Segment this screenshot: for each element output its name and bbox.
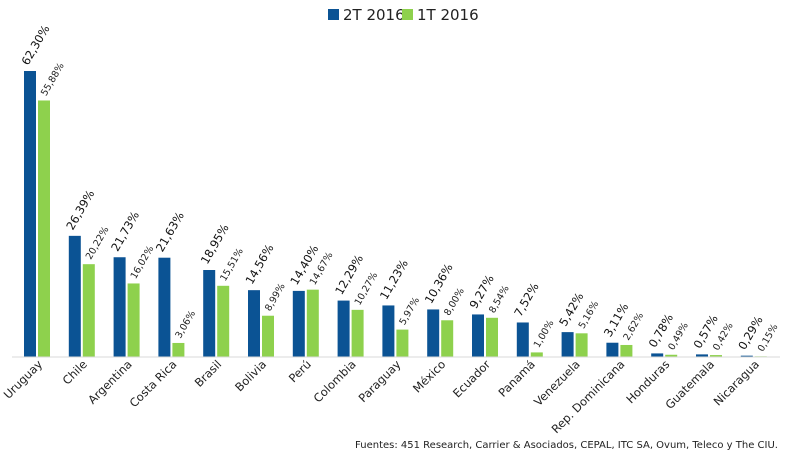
data-label-2t: 14,56% — [242, 242, 276, 287]
bar-1t-2016 — [127, 283, 140, 357]
bar-1t-2016 — [710, 355, 722, 357]
bar-2t-2016 — [337, 300, 350, 357]
source-note: Fuentes: 451 Research, Carrier & Asociad… — [355, 440, 778, 451]
bar-1t-2016 — [262, 315, 274, 357]
bar-1t-2016 — [306, 289, 319, 357]
data-label-1t: 3,06% — [173, 309, 198, 341]
data-label-2t: 21,73% — [108, 209, 142, 254]
bar-2t-2016 — [113, 257, 126, 357]
bar-2t-2016 — [24, 71, 36, 357]
bar-1t-2016 — [620, 344, 633, 357]
legend-swatch-1t — [402, 9, 413, 20]
bar-1t-2016 — [575, 333, 588, 357]
bar-2t-2016 — [248, 290, 260, 357]
x-tick-label: Guatemala — [662, 357, 717, 412]
legend-label-1t: 1T 2016 — [417, 6, 479, 24]
legend: 2T 2016 1T 2016 — [328, 6, 479, 24]
bar-1t-2016 — [530, 352, 543, 357]
bar-1t-2016 — [441, 320, 454, 357]
bar-2t-2016 — [382, 305, 395, 357]
bar-2t-2016 — [158, 257, 171, 357]
data-label-1t: 10,27% — [353, 270, 381, 307]
data-label-2t: 18,95% — [198, 221, 232, 266]
x-tick-label: Bolivia — [232, 357, 269, 394]
bar-2t-2016 — [203, 270, 216, 357]
legend-item-2t: 2T 2016 — [328, 6, 405, 24]
data-label-1t: 8,99% — [263, 282, 288, 314]
data-label-1t: 16,02% — [129, 244, 157, 281]
bar-1t-2016 — [217, 285, 230, 357]
legend-label-2t: 2T 2016 — [343, 6, 405, 24]
bar-2t-2016 — [651, 353, 664, 357]
bar-1t-2016 — [172, 342, 185, 357]
x-tick-label: Costa Rica — [127, 357, 180, 410]
legend-item-1t: 1T 2016 — [402, 6, 479, 24]
x-tick-label: Ecuador — [450, 357, 493, 400]
bar-2t-2016 — [696, 354, 708, 357]
plot-area: 62,30%55,88% Uruguay 26,39%20,22% Chile 21,7… — [1, 22, 781, 436]
data-label-2t: 11,23% — [377, 257, 411, 302]
bar-2t-2016 — [472, 314, 484, 357]
x-tick-label: Perú — [286, 357, 314, 385]
bar-1t-2016 — [82, 264, 95, 357]
x-tick-label: Colombia — [311, 357, 359, 405]
data-label-1t: 1,00% — [532, 318, 557, 350]
data-label-1t: 8,00% — [442, 286, 467, 318]
data-label-2t: 21,63% — [153, 209, 187, 254]
bar-2t-2016 — [68, 235, 81, 357]
x-tick-label: Uruguay — [1, 357, 46, 402]
bar-1t-2016 — [38, 100, 50, 357]
data-label-2t: 62,30% — [18, 22, 52, 67]
bar-1t-2016 — [396, 329, 409, 357]
data-label-1t: 5,97% — [397, 295, 422, 327]
bar-1t-2016 — [665, 354, 678, 357]
bar-2t-2016 — [561, 332, 574, 357]
x-tick-label: Nicaragua — [711, 357, 762, 408]
bar-2t-2016 — [427, 309, 440, 357]
x-tick-label: Brasil — [192, 357, 225, 390]
bar-2t-2016 — [740, 355, 753, 357]
legend-swatch-2t — [328, 9, 339, 20]
data-label-1t: 15,51% — [218, 246, 246, 283]
bar-1t-2016 — [486, 317, 498, 357]
data-label-1t: 55,88% — [39, 61, 67, 98]
x-tick-label: Chile — [60, 357, 90, 387]
data-label-1t: 20,22% — [84, 225, 112, 262]
x-tick-label: Paraguay — [356, 357, 404, 405]
x-tick-label: México — [410, 357, 448, 395]
data-label-2t: 7,52% — [511, 280, 541, 319]
bar-1t-2016 — [351, 309, 364, 357]
bar-2t-2016 — [292, 290, 305, 357]
x-tick-label: Panamá — [495, 357, 537, 399]
data-label-2t: 26,39% — [63, 187, 97, 232]
bar-2t-2016 — [516, 322, 529, 357]
bar-2t-2016 — [606, 342, 619, 357]
